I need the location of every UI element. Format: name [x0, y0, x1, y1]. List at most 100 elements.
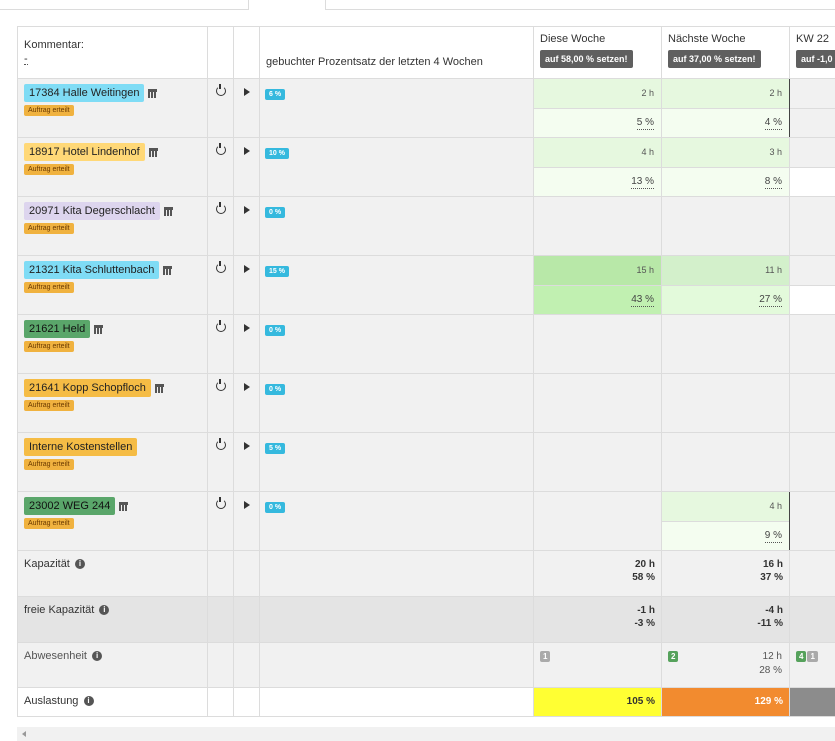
week1-cell[interactable] [533, 491, 662, 551]
status-badge: Auftrag erteilt [24, 282, 74, 293]
expand-arrow-icon[interactable] [243, 383, 250, 391]
free-capacity-row: freie Kapazität i -1 h -3 % -4 h -11 % [17, 596, 835, 643]
expand-cell [233, 196, 260, 256]
set-percent-button[interactable]: auf 37,00 % setzen! [668, 50, 761, 68]
expand-arrow-icon[interactable] [243, 206, 250, 214]
hours-value[interactable]: 11 h [662, 256, 789, 286]
project-name-tag[interactable]: 18917 Hotel Lindenhof [24, 143, 145, 161]
power-cell [207, 255, 234, 315]
power-icon[interactable] [215, 202, 226, 214]
expand-arrow-icon[interactable] [243, 88, 250, 96]
hours-value[interactable]: 4 h [534, 138, 661, 168]
week1-cell[interactable] [533, 196, 662, 256]
hours-value[interactable]: 3 h [662, 138, 789, 168]
percent-badge: 0 % [265, 502, 286, 513]
info-icon[interactable]: i [83, 696, 94, 706]
percent-cell: 10 % [259, 137, 534, 197]
horizontal-scrollbar[interactable] [17, 727, 835, 741]
hours-value[interactable]: 2 h [534, 79, 661, 109]
expand-arrow-icon[interactable] [243, 324, 250, 332]
percent-value[interactable]: 9 % [662, 522, 789, 550]
calendar-icon[interactable] [163, 265, 173, 275]
hours-value[interactable]: 2 h [662, 79, 789, 109]
project-row: 20971 Kita Degerschlacht Auftrag erteilt… [17, 196, 835, 256]
expand-arrow-icon[interactable] [243, 265, 250, 273]
expand-header [233, 26, 260, 79]
hours-value[interactable]: 15 h [534, 256, 661, 286]
project-name-cell: Interne Kostenstellen Auftrag erteilt [17, 432, 208, 492]
week1-cell[interactable] [533, 373, 662, 433]
project-name-tag[interactable]: 21641 Kopp Schopfloch [24, 379, 151, 397]
top-tab-bar [0, 0, 835, 10]
power-icon[interactable] [215, 497, 226, 509]
project-name-cell: 21621 Held Auftrag erteilt [17, 314, 208, 374]
calendar-icon[interactable] [163, 206, 173, 216]
set-percent-button[interactable]: auf 58,00 % setzen! [540, 50, 633, 68]
week1-cell[interactable] [533, 314, 662, 374]
info-icon[interactable]: i [99, 605, 110, 615]
percent-badge: 5 % [265, 443, 286, 454]
power-icon[interactable] [215, 379, 226, 391]
week3-cell[interactable] [789, 432, 835, 492]
active-tab[interactable] [248, 0, 326, 10]
week2-cell[interactable] [661, 432, 790, 492]
power-icon[interactable] [215, 84, 226, 96]
project-name-tag[interactable]: 20971 Kita Degerschlacht [24, 202, 160, 220]
expand-arrow-icon[interactable] [243, 501, 250, 509]
scroll-left-icon[interactable] [22, 731, 26, 737]
expand-cell [233, 314, 260, 374]
percent-value[interactable]: 4 % [662, 109, 789, 137]
free-capacity-label: freie Kapazität [24, 604, 95, 616]
week3-cell [789, 78, 835, 138]
percent-value[interactable]: 27 % [662, 286, 789, 314]
project-name-tag[interactable]: Interne Kostenstellen [24, 438, 138, 456]
week3-cell[interactable] [789, 491, 835, 551]
week-title: Diese Woche [540, 33, 606, 45]
project-name-tag[interactable]: 23002 WEG 244 [24, 497, 116, 515]
calendar-icon[interactable] [148, 88, 158, 98]
info-icon[interactable]: i [74, 559, 85, 569]
project-name-tag[interactable]: 17384 Halle Weitingen [24, 84, 145, 102]
percent-value[interactable]: 43 % [534, 286, 661, 314]
power-icon[interactable] [215, 320, 226, 332]
info-icon[interactable]: i [92, 651, 103, 661]
week3-cell [789, 255, 835, 315]
week-title: KW 22 [796, 33, 830, 45]
week3-cell[interactable] [789, 314, 835, 374]
power-icon[interactable] [215, 143, 226, 155]
week2-cell[interactable] [661, 196, 790, 256]
week2-cell[interactable] [661, 314, 790, 374]
absence-count-badge[interactable]: 1 [807, 651, 818, 662]
calendar-icon[interactable] [148, 147, 158, 157]
absence-count-badge[interactable]: 4 [796, 651, 807, 662]
calendar-icon[interactable] [119, 501, 129, 511]
percent-header: gebuchter Prozentsatz der letzten 4 Woch… [259, 26, 534, 79]
calendar-icon[interactable] [94, 324, 104, 334]
percent-cell: 15 % [259, 255, 534, 315]
absence-count-badge[interactable]: 2 [668, 651, 679, 662]
percent-value[interactable]: 13 % [534, 168, 661, 196]
set-percent-button[interactable]: auf -1,0 [796, 50, 835, 68]
percent-value[interactable]: 5 % [534, 109, 661, 137]
power-icon[interactable] [215, 438, 226, 450]
calendar-icon[interactable] [154, 383, 164, 393]
week1-cell[interactable] [533, 432, 662, 492]
percent-cell: 0 % [259, 491, 534, 551]
week3-cell[interactable] [789, 196, 835, 256]
expand-arrow-icon[interactable] [243, 442, 250, 450]
project-name-tag[interactable]: 21621 Held [24, 320, 91, 338]
week2-cell[interactable] [661, 373, 790, 433]
power-icon[interactable] [215, 261, 226, 273]
project-name-tag[interactable]: 21321 Kita Schluttenbach [24, 261, 160, 279]
hours-value[interactable]: 4 h [662, 492, 789, 522]
week3-cell[interactable] [789, 373, 835, 433]
percent-badge: 10 % [265, 148, 289, 159]
absence-count-badge[interactable]: 1 [540, 651, 551, 662]
expand-arrow-icon[interactable] [243, 147, 250, 155]
project-row: 21321 Kita Schluttenbach Auftrag erteilt… [17, 255, 835, 315]
percent-value[interactable]: 8 % [662, 168, 789, 196]
week2-cell: 3 h 8 % [661, 137, 790, 197]
kommentar-value[interactable]: - [24, 53, 28, 65]
project-name-cell: 17384 Halle Weitingen Auftrag erteilt [17, 78, 208, 138]
